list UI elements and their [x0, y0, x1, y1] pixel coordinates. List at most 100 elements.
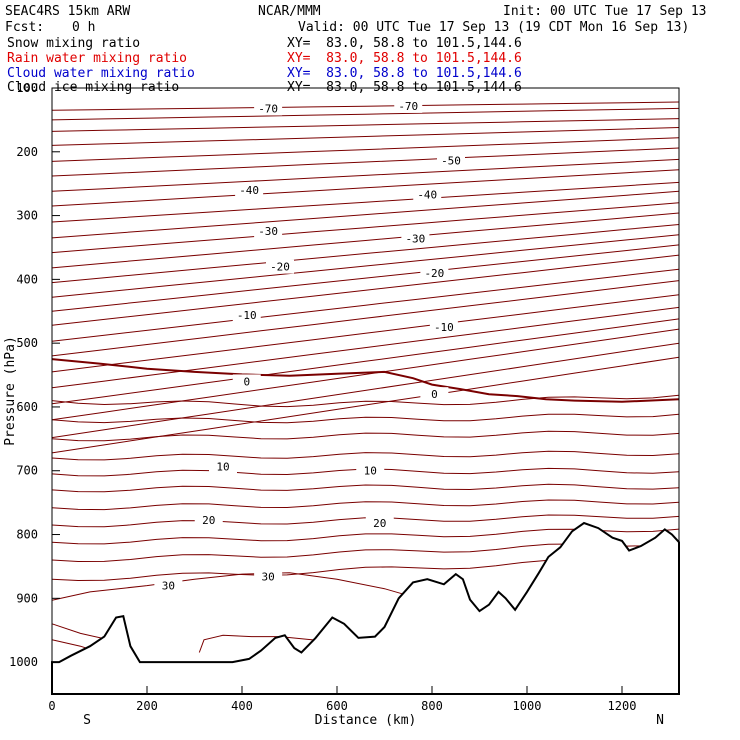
contour-label-bg	[232, 374, 261, 389]
x-tick-label: 200	[136, 699, 158, 713]
legend-cloudwater-xy: XY= 83.0, 58.8 to 101.5,144.6	[287, 66, 522, 81]
contour-label: -70	[398, 100, 418, 113]
legend-rain-xy: XY= 83.0, 58.8 to 101.5,144.6	[287, 51, 522, 66]
contour-label-bg	[254, 223, 283, 238]
isotherm-line	[51, 107, 680, 121]
isotherm-line	[51, 499, 680, 511]
isotherm-line	[51, 169, 680, 207]
contour-label-bg	[420, 387, 449, 402]
contour-label-bg	[356, 463, 385, 478]
isotherm-line	[51, 224, 680, 284]
isotherm-line	[51, 190, 680, 239]
contour-label: -20	[270, 261, 290, 274]
legend-rain-label: Rain water mixing ratio	[7, 51, 188, 66]
isotherm-line	[51, 450, 680, 461]
terrain-profile	[51, 521, 680, 695]
y-tick-label: 900	[16, 591, 38, 605]
y-tick-label: 300	[16, 209, 38, 223]
y-tick-label: 700	[16, 464, 38, 478]
contour-label: 20	[373, 517, 386, 530]
axis-ticks: 0 200 400 600 800 1000 12001002003004005006007…	[9, 81, 636, 713]
contour-label: -40	[417, 189, 437, 202]
contour-label-bg	[420, 265, 449, 280]
isotherm-line	[51, 430, 680, 442]
contour-label: 10	[216, 460, 229, 473]
contour-label-bg	[365, 516, 394, 531]
direction-north-label: N	[656, 713, 664, 728]
isotherm-line	[51, 572, 418, 601]
isotherm-line	[51, 342, 680, 439]
y-tick-label: 200	[16, 145, 38, 159]
isotherm-line	[51, 101, 680, 111]
contour-label: -20	[424, 267, 444, 280]
contour-label: -10	[237, 309, 257, 322]
contour-label: -50	[441, 155, 461, 168]
isotherm-line	[51, 118, 680, 132]
isotherm-line	[51, 127, 680, 146]
temperature-contours	[51, 101, 680, 653]
isotherm-line	[51, 254, 680, 326]
contour-label-bg	[254, 569, 283, 584]
forecast-value: 0 h	[72, 20, 96, 35]
x-tick-label: 1000	[513, 699, 542, 713]
init-time: Init: 00 UTC Tue 17 Sep 13	[503, 4, 707, 19]
direction-south-label: S	[83, 713, 91, 728]
isotherm-line	[51, 483, 680, 493]
isotherm-line	[51, 244, 680, 312]
contour-label: 10	[364, 465, 377, 478]
y-tick-label: 500	[16, 336, 38, 350]
contour-label: -10	[434, 321, 454, 334]
contour-label-bg	[194, 512, 223, 527]
contour-label-bg	[413, 187, 442, 202]
x-axis-label: Distance (km)	[315, 713, 417, 728]
y-tick-label: 100	[16, 81, 38, 95]
contour-label-bg	[209, 459, 237, 474]
isotherm-line	[51, 212, 680, 269]
x-tick-label: 1200	[608, 699, 637, 713]
isotherm-line	[51, 280, 680, 357]
y-tick-label: 600	[16, 400, 38, 414]
model-name: SEAC4RS 15km ARW	[5, 4, 131, 19]
contour-label-bg	[154, 578, 183, 593]
legend-snow-label: Snow mixing ratio	[7, 36, 141, 51]
x-tick-label: 600	[326, 699, 348, 713]
contour-label-bg	[266, 259, 294, 274]
x-tick-label: 400	[231, 699, 253, 713]
y-axis-label: Pressure (hPa)	[3, 336, 18, 446]
contour-label-bg	[437, 153, 465, 168]
isotherm-line	[51, 234, 680, 298]
freezing-level-line	[51, 358, 680, 403]
contour-label-bg	[394, 98, 423, 113]
x-tick-label: 0	[48, 699, 55, 713]
y-tick-label: 1000	[9, 655, 38, 669]
contour-labels: -70 -70 -50 -40 -40 -30 -30 -20 -20 -10 -10 0 0 10 10 2…	[154, 98, 465, 593]
org-name: NCAR/MMM	[258, 4, 321, 19]
isotherm-line	[51, 623, 110, 641]
contour-label: 30	[162, 580, 175, 593]
isotherm-line	[51, 268, 680, 342]
isotherm-line	[51, 356, 680, 454]
contour-label: 30	[262, 571, 275, 584]
contour-label-bg	[401, 231, 430, 246]
isotherm-line	[51, 306, 680, 389]
contour-label: 20	[202, 514, 215, 527]
contour-label-bg	[429, 320, 458, 335]
isotherm-line	[51, 202, 680, 254]
x-tick-label: 800	[421, 699, 443, 713]
isotherm-line	[51, 328, 680, 421]
legend-snow-xy: XY= 83.0, 58.8 to 101.5,144.6	[287, 36, 522, 51]
isotherm-line	[51, 514, 680, 528]
isotherm-line	[51, 394, 680, 408]
legend-cloudwater-label: Cloud water mixing ratio	[7, 66, 195, 81]
contour-label-bg	[254, 101, 283, 116]
isotherm-line	[51, 158, 680, 192]
contour-label-bg	[232, 308, 261, 323]
contour-label: -30	[405, 233, 425, 246]
contour-label-bg	[235, 183, 264, 198]
isotherm-line	[51, 147, 680, 177]
isotherm-line	[51, 294, 680, 373]
plot-frame	[51, 87, 680, 695]
isotherm-line	[51, 318, 680, 405]
isotherm-line	[51, 181, 680, 223]
